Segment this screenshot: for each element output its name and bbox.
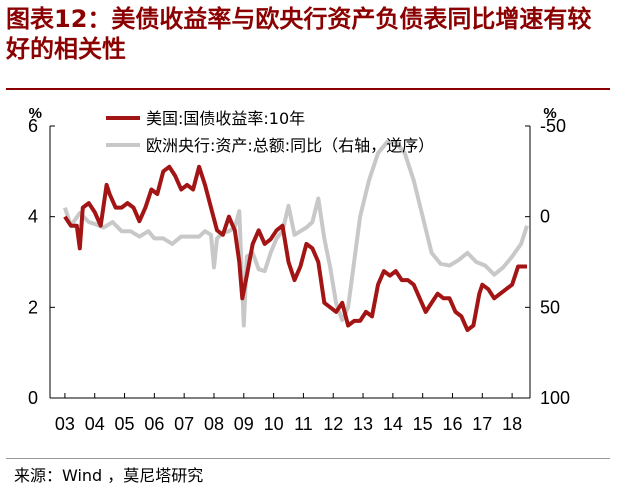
right-unit-label: % xyxy=(543,105,556,122)
left-tick-label: 2 xyxy=(28,297,38,317)
right-tick-label: 50 xyxy=(540,297,560,317)
footer-divider xyxy=(6,458,610,459)
x-tick-label: 18 xyxy=(502,414,522,434)
x-tick-label: 04 xyxy=(85,414,105,434)
x-tick-label: 03 xyxy=(55,414,75,434)
source-note: 来源：Wind ，莫尼塔研究 xyxy=(14,466,204,485)
x-tick-label: 16 xyxy=(442,414,462,434)
legend-label-us-10y: 美国:国债收益率:10年 xyxy=(146,109,305,128)
x-tick-label: 17 xyxy=(472,414,492,434)
x-tick-label: 08 xyxy=(204,414,224,434)
x-tick-label: 05 xyxy=(115,414,135,434)
left-unit-label: % xyxy=(29,105,42,122)
axes: % % 0 2 4 6 -50 0 50 100 03 04 05 06 07 08 09 10 11 12 13 14 1… xyxy=(28,105,570,434)
x-tick-label: 07 xyxy=(174,414,194,434)
x-tick-label: 14 xyxy=(383,414,403,434)
x-tick-label: 15 xyxy=(413,414,433,434)
x-tick-label: 11 xyxy=(294,414,313,434)
right-tick-label: 100 xyxy=(540,388,570,408)
right-tick-label: -50 xyxy=(540,116,566,136)
left-tick-label: 0 xyxy=(28,388,38,408)
x-tick-label: 10 xyxy=(264,414,284,434)
series-line-us-10y-yield xyxy=(63,164,527,332)
title-divider xyxy=(6,88,610,90)
legend-label-ecb-assets: 欧洲央行:资产:总额:同比（右轴，逆序） xyxy=(146,136,434,155)
series-layer xyxy=(63,140,529,332)
chart-title: 图表12：美债收益率与欧央行资产负债表同比增速有较好的相关性 xyxy=(6,5,592,63)
x-tick-label: 13 xyxy=(353,414,373,434)
x-tick-label: 06 xyxy=(144,414,164,434)
right-tick-label: 0 xyxy=(540,207,550,227)
series-line-ecb-assets xyxy=(63,140,529,328)
x-tick-label: 12 xyxy=(323,414,343,434)
left-tick-label: 4 xyxy=(28,207,38,227)
left-tick-label: 6 xyxy=(28,116,38,136)
x-tick-label: 09 xyxy=(234,414,254,434)
